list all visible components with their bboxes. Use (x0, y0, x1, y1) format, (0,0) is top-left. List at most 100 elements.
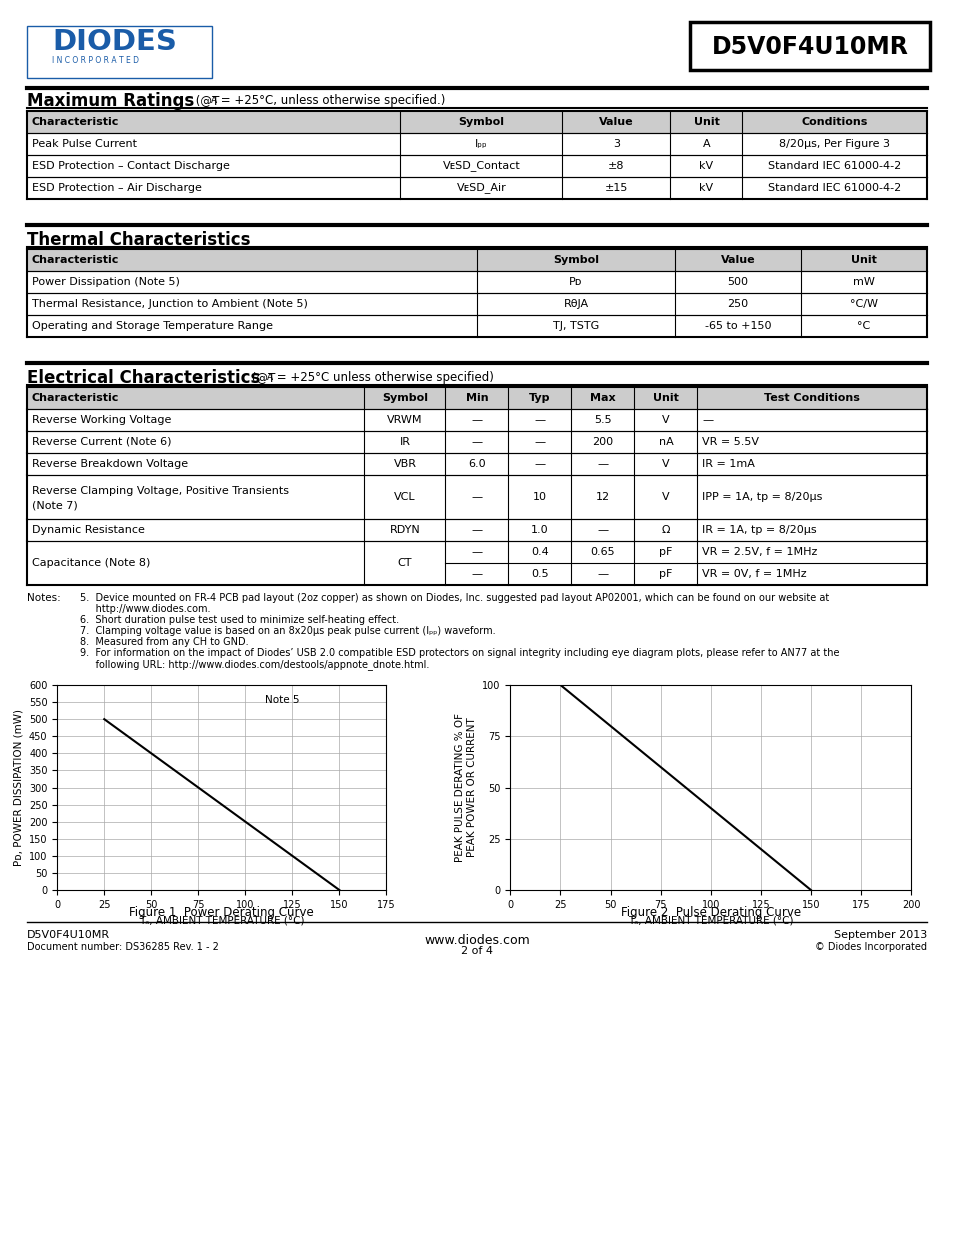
Text: Reverse Working Voltage: Reverse Working Voltage (32, 415, 172, 425)
Text: A: A (211, 96, 217, 105)
Text: Characteristic: Characteristic (32, 117, 119, 127)
Text: mW: mW (852, 277, 874, 287)
Text: —: — (471, 492, 482, 501)
Text: www.diodes.com: www.diodes.com (424, 934, 529, 947)
X-axis label: Tₐ, AMBIENT TEMPERATURE (°C): Tₐ, AMBIENT TEMPERATURE (°C) (627, 915, 793, 925)
Text: —: — (597, 569, 608, 579)
Text: ESD Protection – Contact Discharge: ESD Protection – Contact Discharge (32, 161, 230, 170)
Text: pF: pF (659, 569, 672, 579)
Text: Characteristic: Characteristic (32, 393, 119, 403)
Text: Power Dissipation (Note 5): Power Dissipation (Note 5) (32, 277, 180, 287)
Text: Standard IEC 61000-4-2: Standard IEC 61000-4-2 (767, 161, 901, 170)
Text: V: V (661, 492, 669, 501)
X-axis label: Tₐ, AMBIENT TEMPERATURE (°C): Tₐ, AMBIENT TEMPERATURE (°C) (139, 915, 304, 925)
Text: 7.  Clamping voltage value is based on an 8x20μs peak pulse current (Iₚₚ) wavefo: 7. Clamping voltage value is based on an… (80, 626, 496, 636)
Text: IPP = 1A, tp = 8/20μs: IPP = 1A, tp = 8/20μs (701, 492, 822, 501)
Text: ±8: ±8 (608, 161, 624, 170)
Text: —: — (471, 415, 482, 425)
Text: Thermal Resistance, Junction to Ambient (Note 5): Thermal Resistance, Junction to Ambient … (32, 299, 308, 309)
Text: Notes:: Notes: (27, 593, 61, 603)
Text: —: — (701, 415, 713, 425)
Text: nA: nA (658, 437, 673, 447)
Text: —: — (471, 525, 482, 535)
FancyBboxPatch shape (689, 22, 929, 70)
Text: Capacitance (Note 8): Capacitance (Note 8) (32, 558, 151, 568)
Bar (27, 111, 926, 133)
Bar (27, 133, 926, 156)
Bar (27, 293, 926, 315)
Text: RθJA: RθJA (563, 299, 588, 309)
Text: VᴇSD_Air: VᴇSD_Air (456, 183, 506, 194)
Text: © Diodes Incorporated: © Diodes Incorporated (814, 942, 926, 952)
Text: 3: 3 (613, 140, 619, 149)
Text: Electrical Characteristics: Electrical Characteristics (27, 369, 260, 387)
Text: (@T: (@T (192, 94, 219, 107)
Text: ESD Protection – Air Discharge: ESD Protection – Air Discharge (32, 183, 202, 193)
Text: VRWM: VRWM (387, 415, 422, 425)
Bar (27, 387, 926, 409)
Text: Value: Value (598, 117, 633, 127)
Text: Note 5: Note 5 (264, 695, 299, 705)
Text: http://www.diodes.com.: http://www.diodes.com. (80, 604, 211, 614)
Text: Typ: Typ (529, 393, 550, 403)
Text: Peak Pulse Current: Peak Pulse Current (32, 140, 137, 149)
Text: —: — (534, 415, 545, 425)
Text: Maximum Ratings: Maximum Ratings (27, 91, 194, 110)
Text: I N C O R P O R A T E D: I N C O R P O R A T E D (52, 56, 139, 65)
Text: °C: °C (857, 321, 870, 331)
Text: RDYN: RDYN (389, 525, 420, 535)
Text: kV: kV (699, 161, 713, 170)
Text: —: — (597, 525, 608, 535)
Text: Min: Min (465, 393, 488, 403)
Text: VR = 5.5V: VR = 5.5V (701, 437, 759, 447)
Bar (27, 475, 926, 519)
Text: Thermal Characteristics: Thermal Characteristics (27, 231, 251, 249)
Bar (27, 453, 926, 475)
Text: D5V0F4U10MR: D5V0F4U10MR (711, 35, 907, 59)
Text: = +25°C unless otherwise specified): = +25°C unless otherwise specified) (273, 370, 494, 384)
Text: D5V0F4U10MR: D5V0F4U10MR (27, 930, 110, 940)
Text: Unit: Unit (693, 117, 719, 127)
Text: —: — (534, 459, 545, 469)
Text: VCL: VCL (394, 492, 416, 501)
Text: IR: IR (399, 437, 410, 447)
Text: (@T: (@T (248, 370, 275, 384)
Text: Iₚₚ: Iₚₚ (475, 140, 487, 149)
Bar (27, 409, 926, 431)
Text: V: V (661, 459, 669, 469)
Text: DIODES: DIODES (52, 28, 176, 56)
Bar (27, 315, 926, 337)
Text: VBR: VBR (393, 459, 416, 469)
Text: ±15: ±15 (604, 183, 627, 193)
Text: Dynamic Resistance: Dynamic Resistance (32, 525, 145, 535)
Text: 8.  Measured from any CH to GND.: 8. Measured from any CH to GND. (80, 637, 249, 647)
Text: 0.5: 0.5 (531, 569, 548, 579)
Text: Pᴅ: Pᴅ (569, 277, 582, 287)
Text: Standard IEC 61000-4-2: Standard IEC 61000-4-2 (767, 183, 901, 193)
Text: 250: 250 (727, 299, 748, 309)
Text: September 2013: September 2013 (833, 930, 926, 940)
Text: VᴇSD_Contact: VᴇSD_Contact (442, 161, 519, 172)
Bar (27, 519, 926, 541)
Text: TJ, TSTG: TJ, TSTG (553, 321, 598, 331)
Text: CT: CT (397, 558, 412, 568)
Text: IR = 1A, tp = 8/20μs: IR = 1A, tp = 8/20μs (701, 525, 817, 535)
Text: Document number: DS36285 Rev. 1 - 2: Document number: DS36285 Rev. 1 - 2 (27, 942, 218, 952)
Text: —: — (471, 569, 482, 579)
Text: Conditions: Conditions (801, 117, 867, 127)
Text: 1.0: 1.0 (531, 525, 548, 535)
Text: Reverse Current (Note 6): Reverse Current (Note 6) (32, 437, 172, 447)
Text: Unit: Unit (653, 393, 679, 403)
Bar (27, 156, 926, 177)
Y-axis label: Pᴅ, POWER DISSIPATION (mW): Pᴅ, POWER DISSIPATION (mW) (13, 709, 23, 866)
Text: (Note 7): (Note 7) (32, 500, 77, 510)
Text: Figure 2  Pulse Derating Curve: Figure 2 Pulse Derating Curve (620, 906, 800, 919)
Text: 2 of 4: 2 of 4 (460, 946, 493, 956)
Text: 12: 12 (596, 492, 609, 501)
Text: —: — (534, 437, 545, 447)
Text: Operating and Storage Temperature Range: Operating and Storage Temperature Range (32, 321, 273, 331)
Text: Ω: Ω (661, 525, 670, 535)
Text: Reverse Breakdown Voltage: Reverse Breakdown Voltage (32, 459, 188, 469)
Text: 5.  Device mounted on FR-4 PCB pad layout (2oz copper) as shown on Diodes, Inc. : 5. Device mounted on FR-4 PCB pad layout… (80, 593, 828, 603)
Text: 0.65: 0.65 (590, 547, 615, 557)
